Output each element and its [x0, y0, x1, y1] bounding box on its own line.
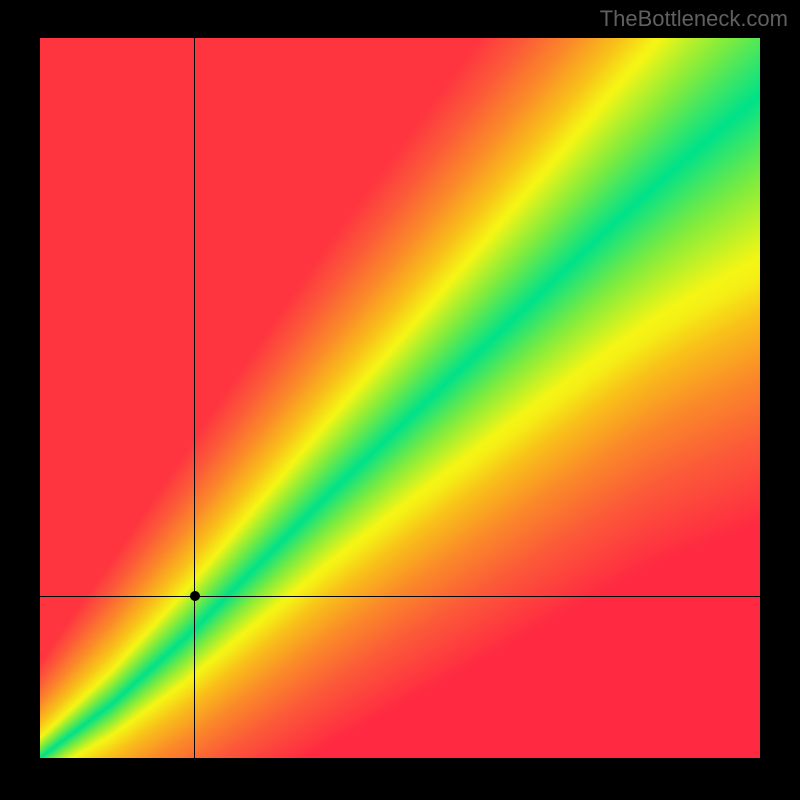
heatmap-canvas	[40, 38, 760, 758]
crosshair-horizontal	[40, 596, 760, 597]
watermark-text: TheBottleneck.com	[600, 6, 788, 32]
crosshair-vertical	[194, 38, 195, 758]
marker-dot	[190, 591, 200, 601]
plot-area	[40, 38, 760, 758]
